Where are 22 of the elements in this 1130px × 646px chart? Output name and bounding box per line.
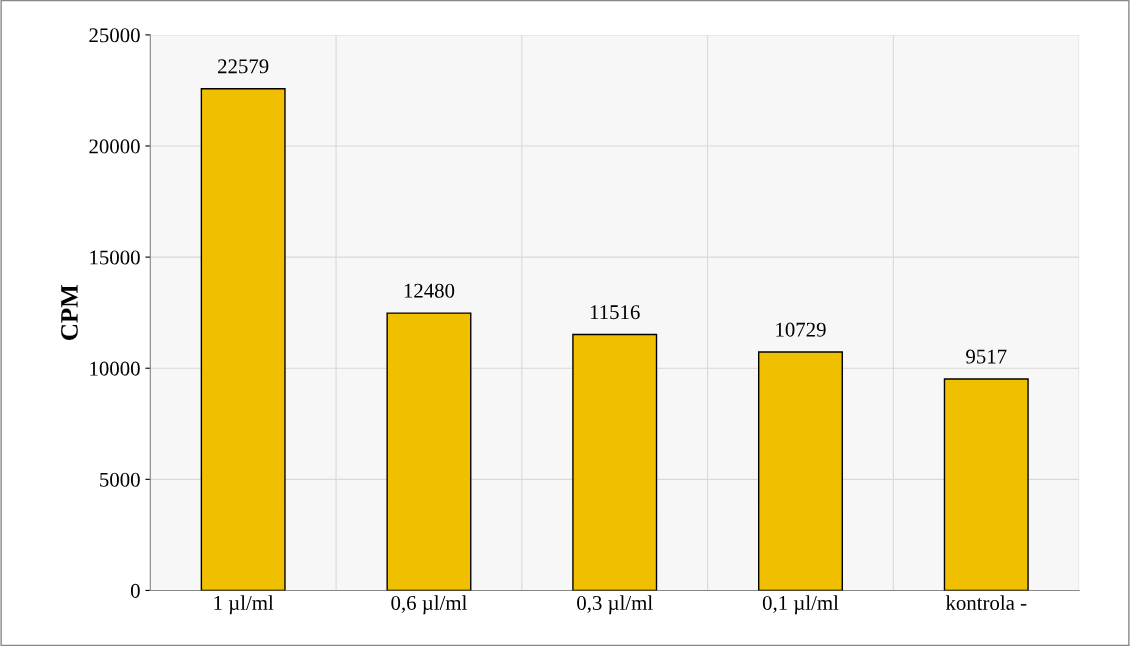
y-tick-label: 25000 <box>89 28 140 43</box>
bar <box>757 351 843 591</box>
y-tick-label: 0 <box>130 583 140 598</box>
x-tick-label: 0,1 µl/ml <box>762 595 839 615</box>
y-tick-label: 15000 <box>90 250 140 265</box>
y-tick-label: 5000 <box>100 472 140 487</box>
data-label: 22579 <box>218 59 269 74</box>
x-tick-label: 0,6 µl/ml <box>391 595 467 615</box>
x-tick-label: 0,3 µl/ml <box>577 595 653 615</box>
y-axis-title: CPM <box>61 284 78 340</box>
x-tick-label: kontrola - <box>945 595 1027 610</box>
bar <box>386 312 472 591</box>
y-tick-label: 10000 <box>90 361 140 376</box>
bar <box>200 87 286 591</box>
y-tick-label: 20000 <box>89 139 140 154</box>
data-label: 11516 <box>590 305 640 320</box>
data-label: 9517 <box>966 349 1007 364</box>
bar <box>572 333 658 591</box>
data-label: 10729 <box>776 322 826 337</box>
x-tick-label: 1 µl/ml <box>214 595 274 615</box>
data-label: 12480 <box>404 283 455 298</box>
bar <box>943 378 1029 591</box>
